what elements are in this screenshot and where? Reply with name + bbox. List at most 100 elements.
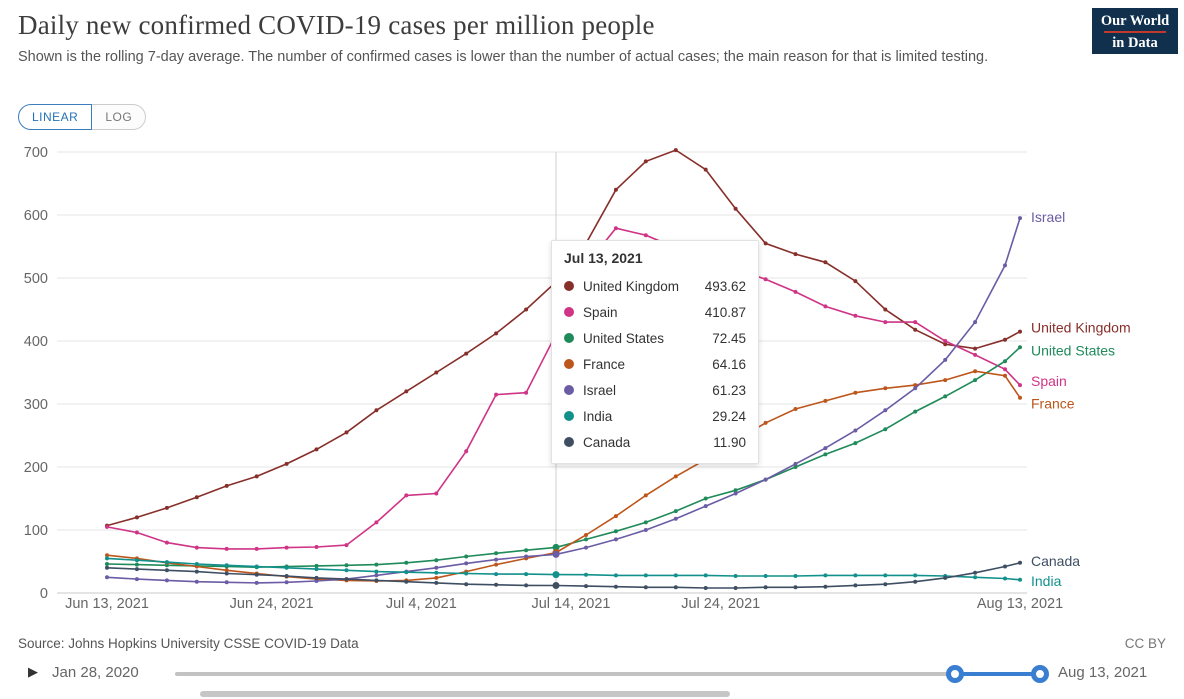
data-point — [673, 516, 678, 521]
data-point — [224, 546, 229, 551]
data-point — [703, 504, 708, 509]
data-point — [105, 556, 109, 561]
owid-logo-line1: Our World — [1100, 13, 1170, 29]
data-point — [314, 447, 319, 452]
data-point — [1018, 345, 1022, 350]
data-point — [284, 574, 289, 578]
data-point — [643, 528, 648, 532]
data-point — [883, 408, 888, 413]
series-end-label-united-kingdom[interactable]: United Kingdom — [1031, 320, 1131, 336]
data-point — [1018, 395, 1022, 400]
tooltip-series-value: 61.23 — [712, 382, 746, 398]
horizontal-scrollbar[interactable] — [200, 691, 730, 697]
data-point — [853, 313, 858, 318]
data-point — [913, 383, 918, 388]
tooltip-row-israel: Israel 61.23 — [564, 377, 746, 403]
x-axis-tick-label: Aug 13, 2021 — [977, 596, 1063, 612]
data-point — [464, 554, 469, 559]
data-point — [434, 580, 439, 585]
series-color-dot — [564, 359, 574, 369]
data-point — [613, 529, 618, 534]
series-end-label-canada[interactable]: Canada — [1031, 553, 1080, 569]
data-point — [613, 537, 618, 542]
timeline-handle-start[interactable] — [946, 665, 964, 683]
data-point — [404, 493, 409, 498]
data-point — [524, 583, 529, 588]
data-point — [584, 572, 588, 577]
data-point — [404, 389, 409, 394]
data-point — [224, 568, 229, 573]
data-point — [793, 289, 798, 294]
data-point — [584, 584, 588, 589]
tooltip-series-name: Spain — [583, 304, 618, 320]
data-point — [254, 474, 259, 479]
data-point — [673, 573, 678, 578]
owid-logo[interactable]: Our World in Data — [1092, 8, 1178, 54]
data-point — [284, 565, 289, 570]
data-point — [733, 488, 738, 493]
data-point — [194, 579, 199, 584]
data-point — [494, 551, 499, 556]
data-point — [643, 585, 648, 590]
tooltip-row-canada: Canada 11.90 — [564, 429, 746, 455]
timeline: ▶ Jan 28, 2020 Aug 13, 2021 — [0, 660, 1184, 692]
data-point — [883, 427, 888, 432]
series-end-label-israel[interactable]: Israel — [1031, 209, 1065, 225]
hover-data-point — [552, 543, 560, 551]
linear-button[interactable]: LINEAR — [18, 104, 93, 130]
chart-line-india[interactable]: India — [105, 556, 1062, 589]
timeline-track[interactable] — [175, 672, 1048, 676]
series-color-dot — [564, 307, 574, 317]
y-axis-tick-label: 500 — [24, 271, 48, 287]
data-point — [404, 579, 409, 584]
data-point — [673, 585, 678, 590]
timeline-start-date: Jan 28, 2020 — [52, 664, 139, 681]
data-point — [254, 580, 259, 585]
data-point — [254, 564, 259, 569]
chart-line-canada[interactable]: Canada — [105, 553, 1080, 590]
license-link[interactable]: CC BY — [1124, 636, 1166, 651]
data-point — [943, 575, 948, 580]
data-point — [494, 562, 499, 567]
x-axis-tick-label: Jul 24, 2021 — [681, 596, 760, 612]
hover-data-point — [552, 571, 560, 579]
timeline-handle-end[interactable] — [1031, 665, 1049, 683]
data-point — [973, 320, 978, 325]
series-end-label-india[interactable]: India — [1031, 573, 1062, 589]
series-end-label-united-states[interactable]: United States — [1031, 342, 1115, 358]
chart-plot-area[interactable]: 0 100 200 300 400 500 600 700 Jun 13, 2021 Jun 24… — [0, 135, 1184, 627]
log-button[interactable]: LOG — [92, 104, 147, 130]
data-point — [763, 574, 768, 578]
play-icon[interactable]: ▶ — [28, 664, 38, 679]
x-axis-tick-label: Jul 4, 2021 — [386, 596, 457, 612]
data-point — [1003, 373, 1007, 378]
data-point — [224, 571, 229, 576]
data-point — [613, 573, 618, 578]
data-point — [494, 392, 499, 397]
series-end-label-spain[interactable]: Spain — [1031, 373, 1067, 389]
data-point — [763, 277, 768, 282]
data-point — [164, 568, 169, 573]
data-point — [613, 584, 618, 589]
data-point — [823, 584, 828, 589]
data-point — [913, 320, 918, 325]
data-point — [494, 572, 499, 577]
y-axis-tick-label: 400 — [24, 334, 48, 350]
hover-data-point — [552, 582, 560, 589]
tooltip-row-india: India 29.24 — [564, 403, 746, 429]
data-point — [883, 573, 888, 578]
data-point — [973, 378, 978, 383]
tooltip-series-value: 11.90 — [713, 434, 746, 450]
data-point — [883, 582, 888, 587]
data-point — [733, 491, 738, 496]
y-axis-tick-label: 200 — [24, 460, 48, 476]
tooltip-series-value: 29.24 — [712, 408, 746, 424]
tooltip-rows: United Kingdom 493.62 Spain 410.87 United St… — [564, 273, 746, 455]
series-end-label-france[interactable]: France — [1031, 396, 1075, 412]
scale-toggle: LINEAR LOG — [18, 104, 147, 130]
data-point — [703, 573, 708, 578]
data-point — [494, 557, 499, 562]
data-point — [404, 570, 409, 575]
data-point — [194, 495, 199, 500]
data-point — [853, 279, 858, 284]
